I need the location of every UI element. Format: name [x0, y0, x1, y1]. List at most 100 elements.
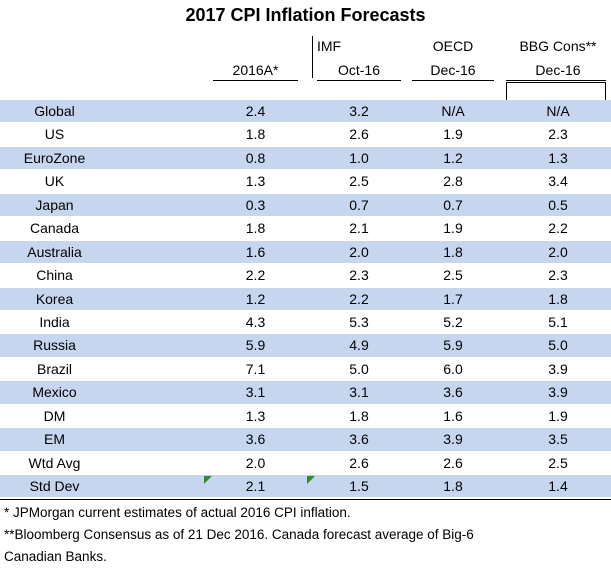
table-cell: 6.0	[443, 360, 463, 377]
table-row: India 4.3 5.3 5.2 5.1	[0, 311, 611, 335]
header-group-bbg: BBG Cons**	[519, 38, 597, 54]
table-cell: 5.3	[349, 313, 369, 330]
table-cell: 5.9	[245, 337, 266, 354]
row-label: EuroZone	[23, 149, 86, 166]
table-cell: 2.5	[548, 454, 568, 471]
header-underline	[317, 80, 401, 81]
row-label: Japan	[35, 196, 74, 213]
row-label: EM	[44, 431, 65, 448]
table-title: 2017 CPI Inflation Forecasts	[185, 5, 426, 25]
table-cell: 1.9	[443, 220, 463, 237]
header-underline	[213, 80, 298, 81]
table-row: China 2.2 2.3 2.5 2.3	[0, 264, 611, 288]
table-cell: 2.6	[443, 454, 463, 471]
table-row: Russia 5.9 4.9 5.9 5.0	[0, 334, 611, 358]
table-cell: 2.0	[349, 243, 369, 260]
table-bottom-rule	[0, 499, 611, 500]
table-cell: 3.5	[548, 431, 568, 448]
row-label: Brazil	[36, 360, 72, 377]
table-cell: 2.3	[548, 267, 568, 284]
table-cell: 4.3	[245, 313, 266, 330]
table-cell: 1.5	[349, 478, 369, 494]
table-cell: 1.3	[548, 149, 568, 166]
table-cell: 1.6	[443, 407, 463, 424]
inflation-table: Global 2.4 3.2 N/A N/A US 1.8 2.6 1.9 2.3 EuroZone…	[0, 100, 611, 499]
table-cell: 2.1	[245, 478, 266, 494]
table-cell: 1.9	[548, 407, 568, 424]
table-cell: 2.1	[349, 220, 369, 237]
table-row: Wtd Avg 2.0 2.6 2.6 2.5	[0, 452, 611, 475]
row-label: Wtd Avg	[28, 454, 81, 471]
header-col-2016a: 2016A*	[232, 62, 279, 78]
row-label: Std Dev	[29, 478, 80, 494]
table-cell: 1.8	[443, 478, 463, 494]
table-cell: 0.7	[349, 196, 369, 213]
row-label: UK	[44, 173, 65, 190]
row-label: Global	[34, 103, 75, 119]
table-cell: 1.8	[548, 290, 568, 307]
table-cell: 3.1	[245, 384, 266, 401]
header-underline	[506, 80, 606, 81]
table-cell: 5.9	[443, 337, 463, 354]
table-row: Mexico 3.1 3.1 3.6 3.9	[0, 381, 611, 405]
table-cell: 2.2	[548, 220, 568, 237]
table-row: Japan 0.3 0.7 0.7 0.5	[0, 193, 611, 218]
table-row: EuroZone 0.8 1.0 1.2 1.3	[0, 146, 611, 171]
table-cell: 1.0	[349, 149, 369, 166]
table-cell: 3.1	[349, 384, 369, 401]
table-cell: 3.6	[443, 384, 463, 401]
table-cell: 3.9	[548, 384, 568, 401]
table-cell: 1.8	[349, 407, 369, 424]
table-cell: 2.6	[349, 126, 369, 143]
table-cell: 3.6	[349, 431, 369, 448]
table-cell: 1.8	[245, 126, 266, 143]
table-cell: 3.2	[349, 103, 369, 119]
table-cell: 2.5	[349, 173, 369, 190]
header-col-oecd-dec16: Dec-16	[430, 62, 476, 78]
header-underline	[412, 80, 494, 81]
table-cell: 2.5	[443, 267, 463, 284]
table-cell: 3.9	[443, 431, 463, 448]
footnotes: * JPMorgan current estimates of actual 2…	[4, 502, 474, 568]
table-cell: 2.3	[349, 267, 369, 284]
table-cell: N/A	[546, 103, 570, 119]
table-cell: 2.6	[349, 454, 369, 471]
table-cell: 3.6	[245, 431, 266, 448]
row-label: India	[39, 313, 70, 330]
comment-flag-icon	[204, 476, 212, 484]
table-row: Australia 1.6 2.0 1.8 2.0	[0, 240, 611, 265]
table-cell: 1.6	[245, 243, 266, 260]
table-cell: 7.1	[245, 360, 266, 377]
table-cell: 1.4	[548, 478, 568, 494]
row-label: Korea	[35, 290, 74, 307]
row-label: China	[36, 267, 73, 284]
table-cell: 2.0	[245, 454, 266, 471]
header-group-oecd: OECD	[432, 38, 474, 54]
table-cell: 3.9	[548, 360, 568, 377]
table-row: Canada 1.8 2.1 1.9 2.2	[0, 217, 611, 241]
comment-flag-icon	[307, 476, 315, 484]
header-col-bbg-dec16: Dec-16	[535, 62, 581, 78]
row-label: DM	[43, 407, 66, 424]
table-cell: 1.8	[245, 220, 266, 237]
table-cell: 2.2	[349, 290, 369, 307]
table-cell: 2.2	[245, 267, 266, 284]
table-row: Brazil 7.1 5.0 6.0 3.9	[0, 358, 611, 382]
header-blank-box	[506, 82, 606, 100]
table-cell: 3.4	[548, 173, 568, 190]
table-row: UK 1.3 2.5 2.8 3.4	[0, 170, 611, 194]
table-cell: 5.2	[443, 313, 463, 330]
table-row: EM 3.6 3.6 3.9 3.5	[0, 428, 611, 452]
table-cell: 1.9	[443, 126, 463, 143]
table-cell: 4.9	[349, 337, 369, 354]
table-cell: 1.3	[245, 407, 266, 424]
table-cell: 1.8	[443, 243, 463, 260]
row-label: Mexico	[32, 384, 77, 401]
table-cell: 5.0	[548, 337, 568, 354]
table-cell: 2.8	[443, 173, 463, 190]
table-row: Global 2.4 3.2 N/A N/A	[0, 100, 611, 124]
table-cell: 0.3	[245, 196, 266, 213]
table-cell: 2.3	[548, 126, 568, 143]
header-group-imf: IMF	[317, 38, 342, 54]
footnote-1: * JPMorgan current estimates of actual 2…	[4, 505, 351, 520]
